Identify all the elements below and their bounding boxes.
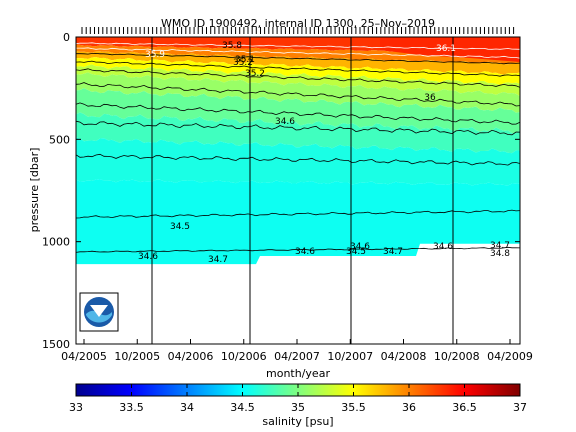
contour-label: 34.6 xyxy=(138,252,158,262)
x-tick-label: 10/2008 xyxy=(434,350,480,363)
contour-label: 36.1 xyxy=(436,44,456,54)
x-tick-label: 10/2005 xyxy=(114,350,160,363)
x-tick-label: 10/2007 xyxy=(327,350,373,363)
salinity-band xyxy=(380,37,520,62)
contour-label: 35.1 xyxy=(235,55,255,65)
contour-label: 34.8 xyxy=(490,249,510,259)
x-tick-label: 10/2006 xyxy=(221,350,267,363)
contour-label: 36 xyxy=(424,93,436,103)
contour-line xyxy=(76,42,520,50)
colorbar-label: salinity [psu] xyxy=(262,415,333,428)
x-tick-label: 04/2005 xyxy=(61,350,107,363)
contour-line xyxy=(76,120,520,136)
salinity-band xyxy=(76,137,520,186)
salinity-band xyxy=(76,112,520,154)
contour-label: 35.2 xyxy=(233,58,253,68)
contour-label: 34.5 xyxy=(170,222,190,232)
y-axis: 0 500 1000 1500 xyxy=(42,31,520,351)
contour-label: 34.6 xyxy=(275,117,295,127)
contour-label: 34.7 xyxy=(208,255,228,265)
chart-title: WMO ID 1900492, internal ID 1300, 25–Nov… xyxy=(161,17,435,30)
colorbar-tick-label: 34.5 xyxy=(230,401,255,414)
contour-label: 34.6 xyxy=(295,247,315,257)
contour-label: 35.9 xyxy=(145,50,165,60)
contour-line xyxy=(76,153,520,166)
contour-label: 35.2 xyxy=(245,69,265,79)
colorbar-tick-label: 36 xyxy=(402,401,416,414)
noaa-logo xyxy=(79,292,119,332)
plot-frame xyxy=(75,36,521,345)
x-axis: 04/2005 10/2005 04/2006 10/2006 04/2007 10/20… xyxy=(61,339,533,363)
colorbar-tick-label: 33 xyxy=(69,401,83,414)
y-tick-label: 1000 xyxy=(42,236,70,249)
colorbar-tick-label: 35.5 xyxy=(341,401,366,414)
contour-line xyxy=(76,82,520,107)
contour-label: 35.8 xyxy=(222,41,242,51)
contour-line xyxy=(76,102,520,125)
salinity-band xyxy=(76,72,520,113)
salinity-band xyxy=(76,56,520,86)
salinity-band xyxy=(76,50,520,75)
colorbar-tick-label: 36.5 xyxy=(452,401,477,414)
x-tick-label: 04/2007 xyxy=(274,350,320,363)
contour-label: 34.7 xyxy=(383,247,403,257)
contour-label: 34.7 xyxy=(490,241,510,251)
colorbar-tick-label: 34 xyxy=(180,401,194,414)
contour-line xyxy=(76,52,520,65)
y-tick-label: 0 xyxy=(63,31,70,44)
observation-ticks xyxy=(81,27,515,34)
plot-area xyxy=(76,37,520,344)
x-tick-label: 04/2008 xyxy=(381,350,427,363)
contour-line xyxy=(76,60,520,77)
colorbar-tick-label: 35 xyxy=(291,401,305,414)
x-tick-label: 04/2009 xyxy=(487,350,533,363)
x-axis-label: month/year xyxy=(266,367,330,380)
y-axis-label: pressure [dbar] xyxy=(28,148,41,233)
colorbar-tick-label: 33.5 xyxy=(119,401,144,414)
salinity-band xyxy=(76,44,520,65)
colorbar-tick-label: 37 xyxy=(513,401,527,414)
salinity-band xyxy=(76,179,520,265)
contour-label: 34.6 xyxy=(350,242,370,252)
contour-line xyxy=(76,246,520,253)
contour-label: 34.6 xyxy=(433,242,453,252)
contour-label: 34.5 xyxy=(346,247,366,257)
salinity-band xyxy=(76,88,520,134)
y-tick-label: 1500 xyxy=(42,338,70,351)
contour-line xyxy=(76,209,520,219)
x-tick-label: 04/2006 xyxy=(168,350,214,363)
colorbar: 33 33.5 34 34.5 35 35.5 36 36.5 37 xyxy=(69,383,527,414)
contour-line xyxy=(76,68,520,88)
contour-line xyxy=(76,47,520,59)
salinity-band xyxy=(76,64,520,97)
y-tick-label: 500 xyxy=(49,133,70,146)
